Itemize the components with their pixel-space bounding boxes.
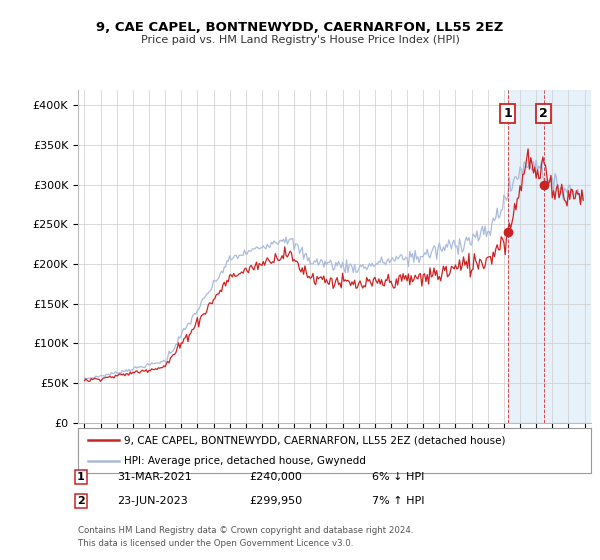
Text: 2: 2 — [77, 496, 85, 506]
Text: 9, CAE CAPEL, BONTNEWYDD, CAERNARFON, LL55 2EZ (detached house): 9, CAE CAPEL, BONTNEWYDD, CAERNARFON, LL… — [124, 436, 506, 446]
Text: 6% ↓ HPI: 6% ↓ HPI — [372, 472, 424, 482]
Text: HPI: Average price, detached house, Gwynedd: HPI: Average price, detached house, Gwyn… — [124, 456, 366, 466]
Text: 1: 1 — [77, 472, 85, 482]
Text: 1: 1 — [503, 107, 512, 120]
Text: 23-JUN-2023: 23-JUN-2023 — [117, 496, 188, 506]
Text: 7% ↑ HPI: 7% ↑ HPI — [372, 496, 425, 506]
Text: £299,950: £299,950 — [249, 496, 302, 506]
Bar — [508, 90, 591, 423]
Text: Price paid vs. HM Land Registry's House Price Index (HPI): Price paid vs. HM Land Registry's House … — [140, 35, 460, 45]
Text: This data is licensed under the Open Government Licence v3.0.: This data is licensed under the Open Gov… — [78, 539, 353, 548]
Text: 9, CAE CAPEL, BONTNEWYDD, CAERNARFON, LL55 2EZ: 9, CAE CAPEL, BONTNEWYDD, CAERNARFON, LL… — [97, 21, 503, 34]
Text: £240,000: £240,000 — [249, 472, 302, 482]
Text: Contains HM Land Registry data © Crown copyright and database right 2024.: Contains HM Land Registry data © Crown c… — [78, 526, 413, 535]
Text: 31-MAR-2021: 31-MAR-2021 — [117, 472, 192, 482]
Text: 2: 2 — [539, 107, 548, 120]
